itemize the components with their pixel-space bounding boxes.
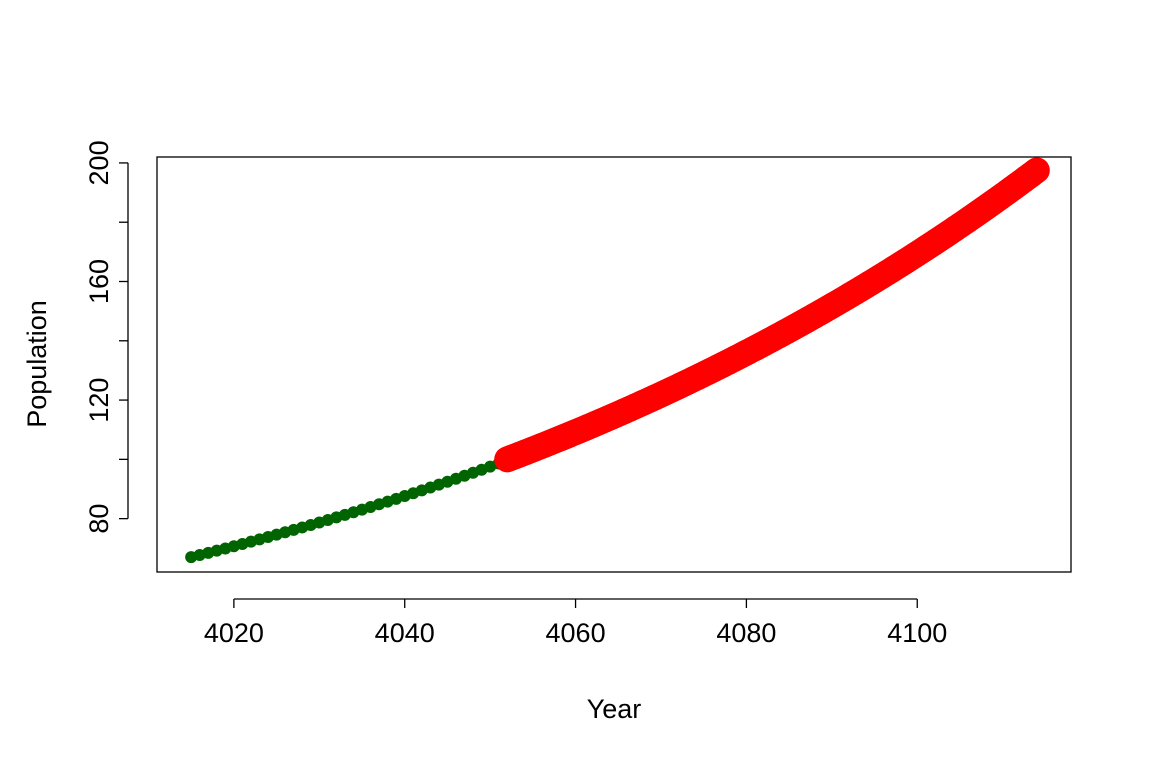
y-tick-label: 120 (84, 378, 114, 423)
data-points (185, 157, 1050, 564)
x-tick-label: 4100 (887, 618, 947, 648)
plot-box (156, 156, 1072, 573)
series-2-point (1023, 157, 1050, 184)
x-tick-label: 4020 (204, 618, 264, 648)
y-axis: 80 120 160 200 (84, 140, 129, 534)
y-tick-label: 80 (84, 504, 114, 534)
x-tick-label: 4080 (716, 618, 776, 648)
x-axis-title: Year (587, 694, 642, 724)
y-axis-title: Population (22, 300, 52, 428)
y-tick-label: 160 (84, 259, 114, 304)
x-tick-label: 4060 (546, 618, 606, 648)
x-axis: 4020 4040 4060 4080 4100 (204, 598, 947, 648)
x-tick-label: 4040 (375, 618, 435, 648)
y-tick-label: 200 (84, 140, 114, 185)
